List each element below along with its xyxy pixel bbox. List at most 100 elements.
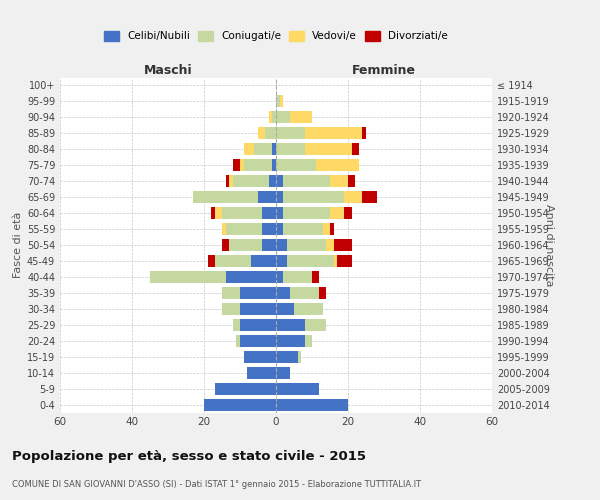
Bar — [215, 382, 276, 394]
Bar — [276, 175, 283, 187]
Bar — [283, 271, 312, 283]
Bar — [211, 207, 215, 219]
Bar — [305, 144, 352, 156]
Bar — [305, 128, 362, 140]
Bar — [229, 239, 262, 251]
Bar — [208, 255, 215, 267]
Bar — [283, 223, 323, 235]
Y-axis label: Anni di nascita: Anni di nascita — [544, 204, 554, 286]
Text: Popolazione per età, sesso e stato civile - 2015: Popolazione per età, sesso e stato civil… — [12, 450, 366, 463]
Bar — [226, 175, 229, 187]
Bar — [344, 207, 352, 219]
Text: Femmine: Femmine — [352, 64, 416, 76]
Bar — [244, 350, 276, 362]
Bar — [276, 271, 283, 283]
Bar — [276, 96, 280, 108]
Bar — [276, 207, 283, 219]
Bar — [316, 160, 359, 171]
Bar — [222, 287, 240, 299]
Bar — [150, 271, 226, 283]
Bar — [344, 191, 362, 203]
Bar — [222, 239, 229, 251]
Bar — [276, 223, 283, 235]
Bar — [215, 207, 222, 219]
Bar — [334, 255, 337, 267]
Bar — [276, 255, 287, 267]
Bar — [272, 144, 276, 156]
Bar — [272, 112, 276, 124]
Bar — [330, 207, 344, 219]
Bar — [215, 255, 251, 267]
Bar — [258, 128, 265, 140]
Bar — [244, 160, 272, 171]
Bar — [222, 223, 226, 235]
Bar — [276, 350, 298, 362]
Bar — [258, 191, 276, 203]
Bar — [204, 398, 276, 410]
Bar — [244, 144, 254, 156]
Bar — [330, 223, 334, 235]
Bar — [236, 334, 240, 346]
Bar — [287, 255, 334, 267]
Bar — [226, 271, 276, 283]
Bar — [330, 175, 348, 187]
Bar — [305, 319, 326, 330]
Bar — [240, 160, 244, 171]
Bar — [262, 239, 276, 251]
Bar — [283, 191, 344, 203]
Bar — [362, 128, 366, 140]
Bar — [193, 191, 258, 203]
Bar — [283, 175, 330, 187]
Bar — [276, 128, 305, 140]
Bar — [290, 287, 319, 299]
Bar — [276, 160, 316, 171]
Bar — [276, 382, 319, 394]
Bar — [269, 175, 276, 187]
Bar — [262, 223, 276, 235]
Bar — [251, 255, 276, 267]
Y-axis label: Fasce di età: Fasce di età — [13, 212, 23, 278]
Bar — [240, 334, 276, 346]
Bar — [319, 287, 326, 299]
Bar — [262, 207, 276, 219]
Legend: Celibi/Nubili, Coniugati/e, Vedovi/e, Divorziati/e: Celibi/Nubili, Coniugati/e, Vedovi/e, Di… — [104, 31, 448, 42]
Bar — [276, 366, 290, 378]
Bar — [226, 223, 262, 235]
Bar — [265, 128, 276, 140]
Bar — [233, 175, 269, 187]
Bar — [247, 366, 276, 378]
Bar — [298, 350, 301, 362]
Bar — [240, 319, 276, 330]
Bar — [254, 144, 272, 156]
Bar — [240, 303, 276, 315]
Bar — [233, 319, 240, 330]
Bar — [305, 334, 312, 346]
Text: COMUNE DI SAN GIOVANNI D'ASSO (SI) - Dati ISTAT 1° gennaio 2015 - Elaborazione T: COMUNE DI SAN GIOVANNI D'ASSO (SI) - Dat… — [12, 480, 421, 489]
Bar — [269, 112, 272, 124]
Bar — [312, 271, 319, 283]
Text: Maschi: Maschi — [143, 64, 193, 76]
Bar — [272, 160, 276, 171]
Bar — [337, 255, 352, 267]
Bar — [290, 112, 312, 124]
Bar — [323, 223, 330, 235]
Bar — [287, 239, 326, 251]
Bar — [276, 398, 348, 410]
Bar — [276, 191, 283, 203]
Bar — [276, 239, 287, 251]
Bar — [280, 96, 283, 108]
Bar — [362, 191, 377, 203]
Bar — [326, 239, 334, 251]
Bar — [229, 175, 233, 187]
Bar — [352, 144, 359, 156]
Bar — [283, 207, 330, 219]
Bar — [334, 239, 352, 251]
Bar — [294, 303, 323, 315]
Bar — [276, 287, 290, 299]
Bar — [240, 287, 276, 299]
Bar — [348, 175, 355, 187]
Bar — [276, 334, 305, 346]
Bar — [276, 319, 305, 330]
Bar — [276, 112, 290, 124]
Bar — [276, 144, 305, 156]
